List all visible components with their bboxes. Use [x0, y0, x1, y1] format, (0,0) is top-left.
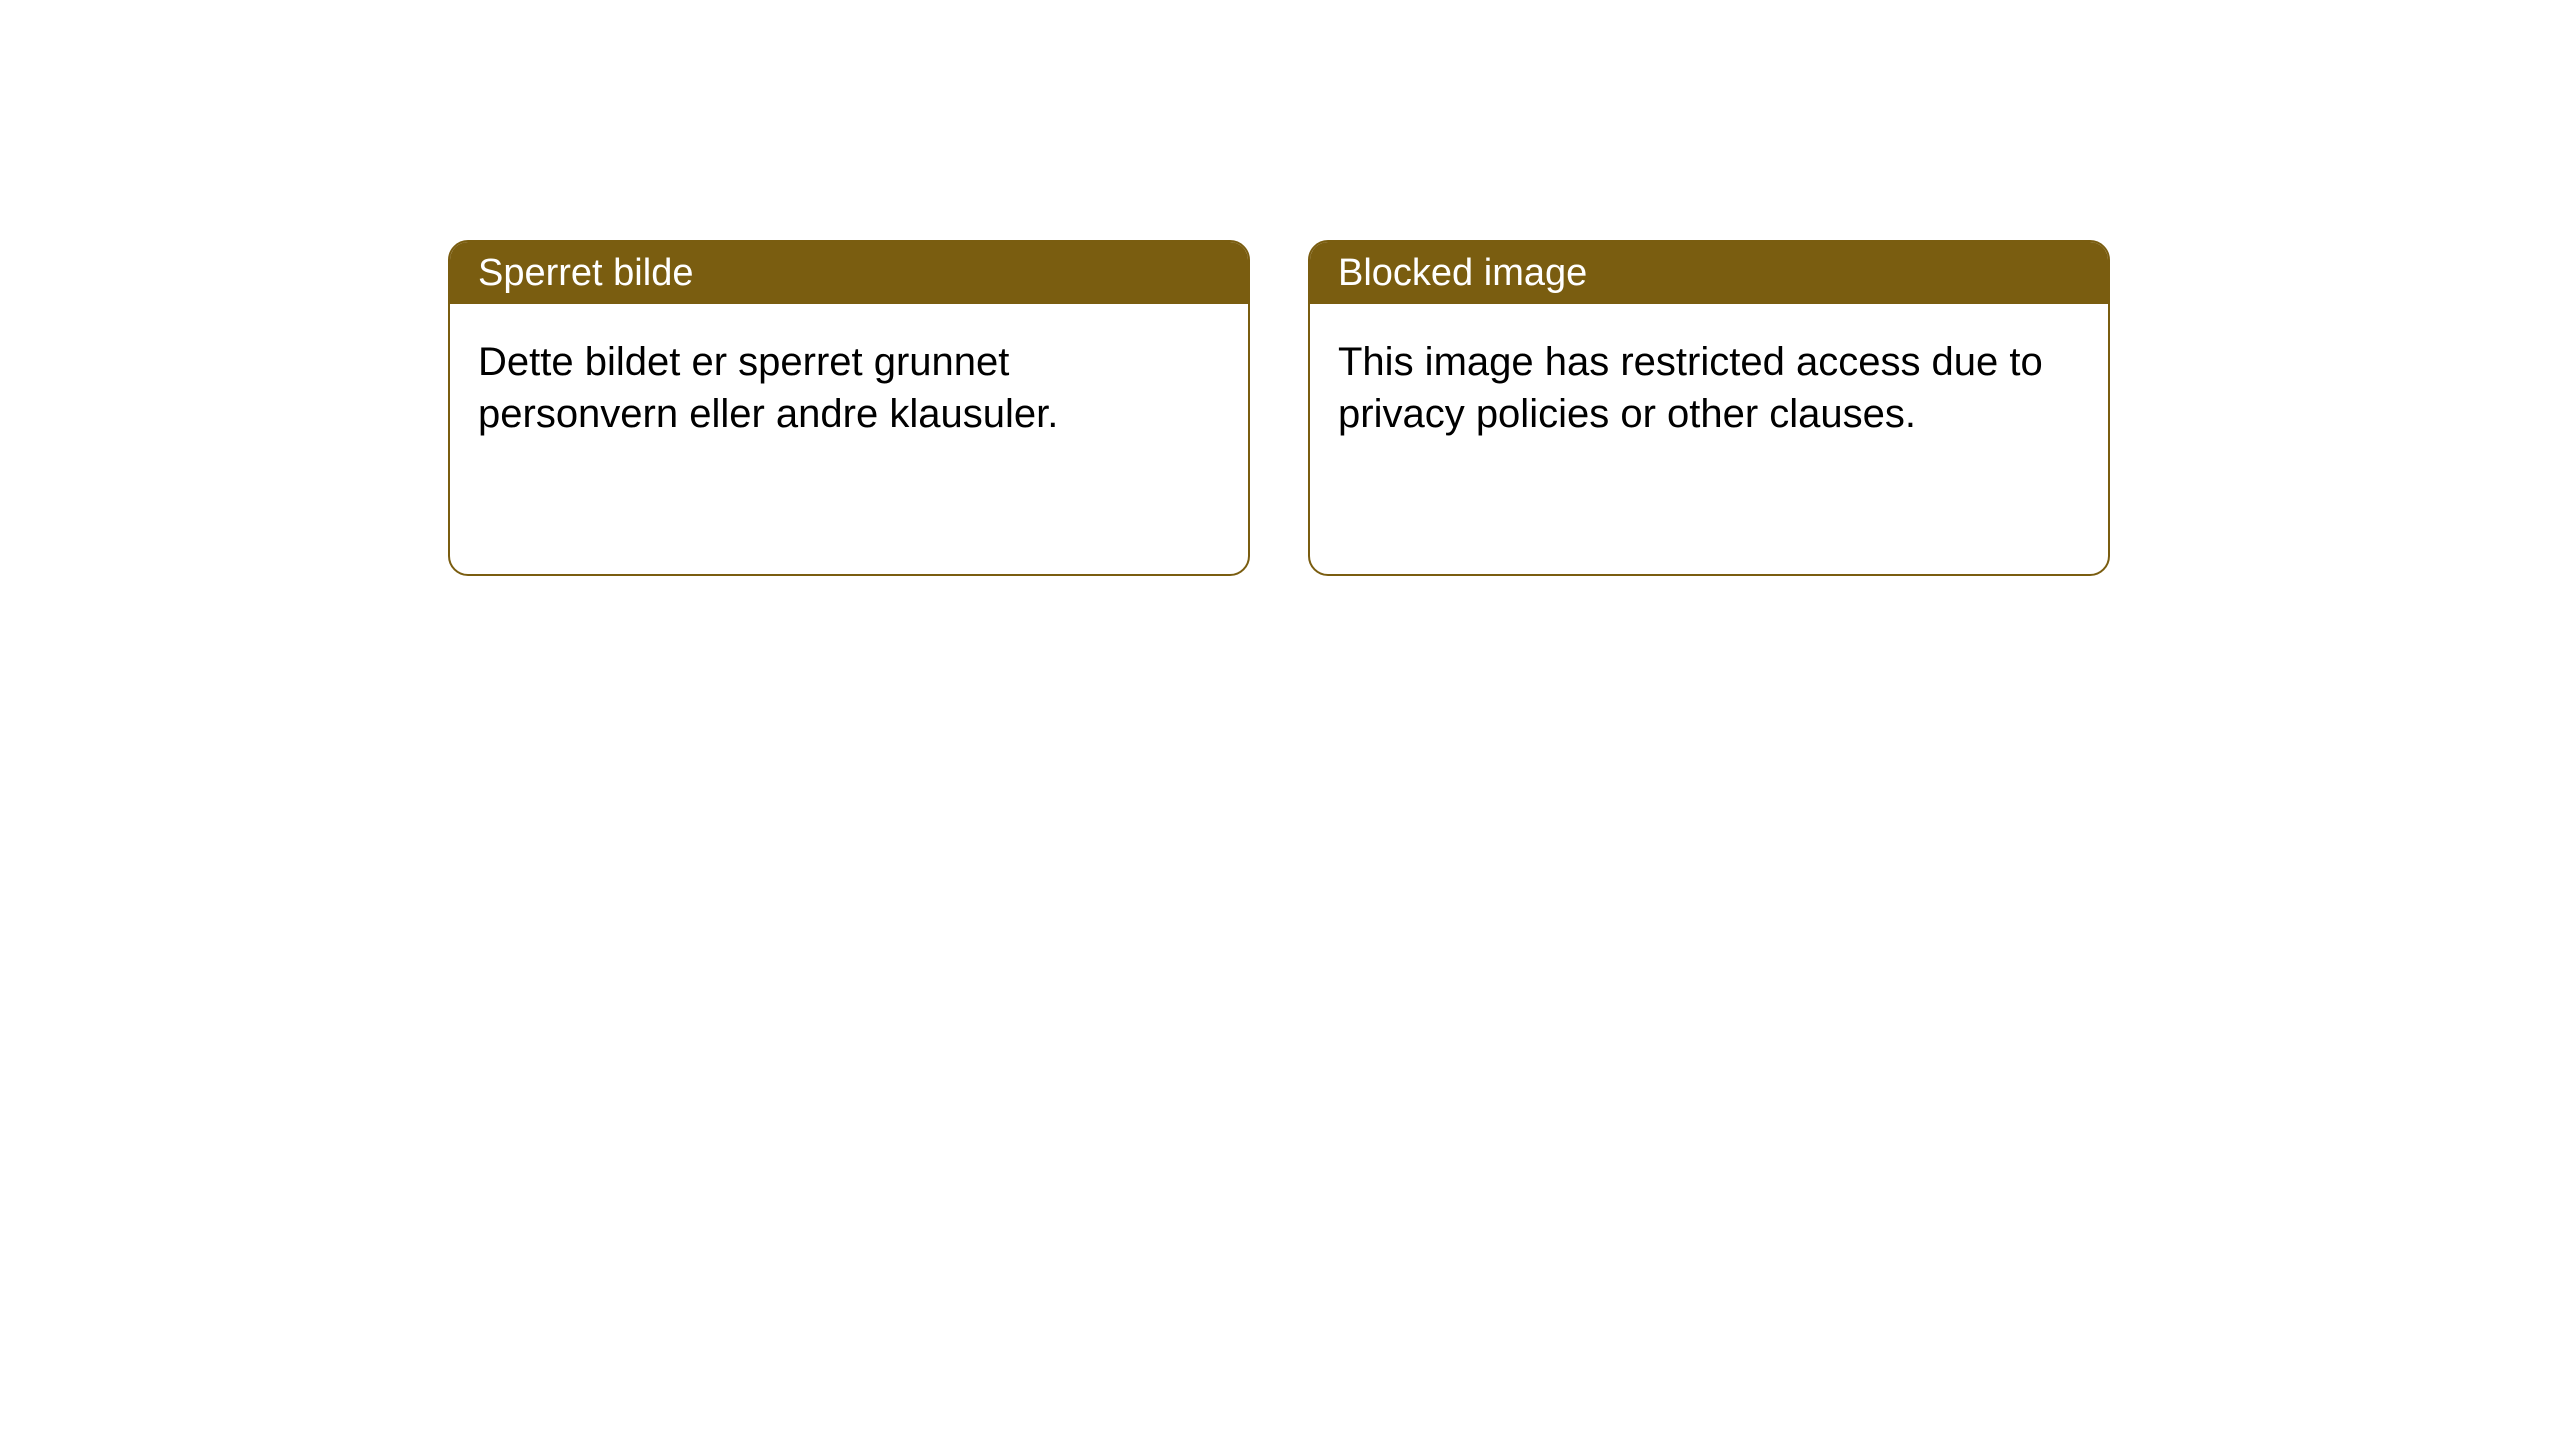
card-body-no: Dette bildet er sperret grunnet personve…	[450, 304, 1248, 472]
card-header-text-en: Blocked image	[1338, 252, 1587, 295]
blocked-image-card-no: Sperret bilde Dette bildet er sperret gr…	[448, 240, 1250, 576]
card-header-text-no: Sperret bilde	[478, 252, 693, 295]
card-body-en: This image has restricted access due to …	[1310, 304, 2108, 472]
card-body-text-en: This image has restricted access due to …	[1338, 340, 2043, 436]
notice-container: Sperret bilde Dette bildet er sperret gr…	[0, 0, 2560, 576]
blocked-image-card-en: Blocked image This image has restricted …	[1308, 240, 2110, 576]
card-body-text-no: Dette bildet er sperret grunnet personve…	[478, 340, 1058, 436]
card-header-en: Blocked image	[1310, 242, 2108, 304]
card-header-no: Sperret bilde	[450, 242, 1248, 304]
